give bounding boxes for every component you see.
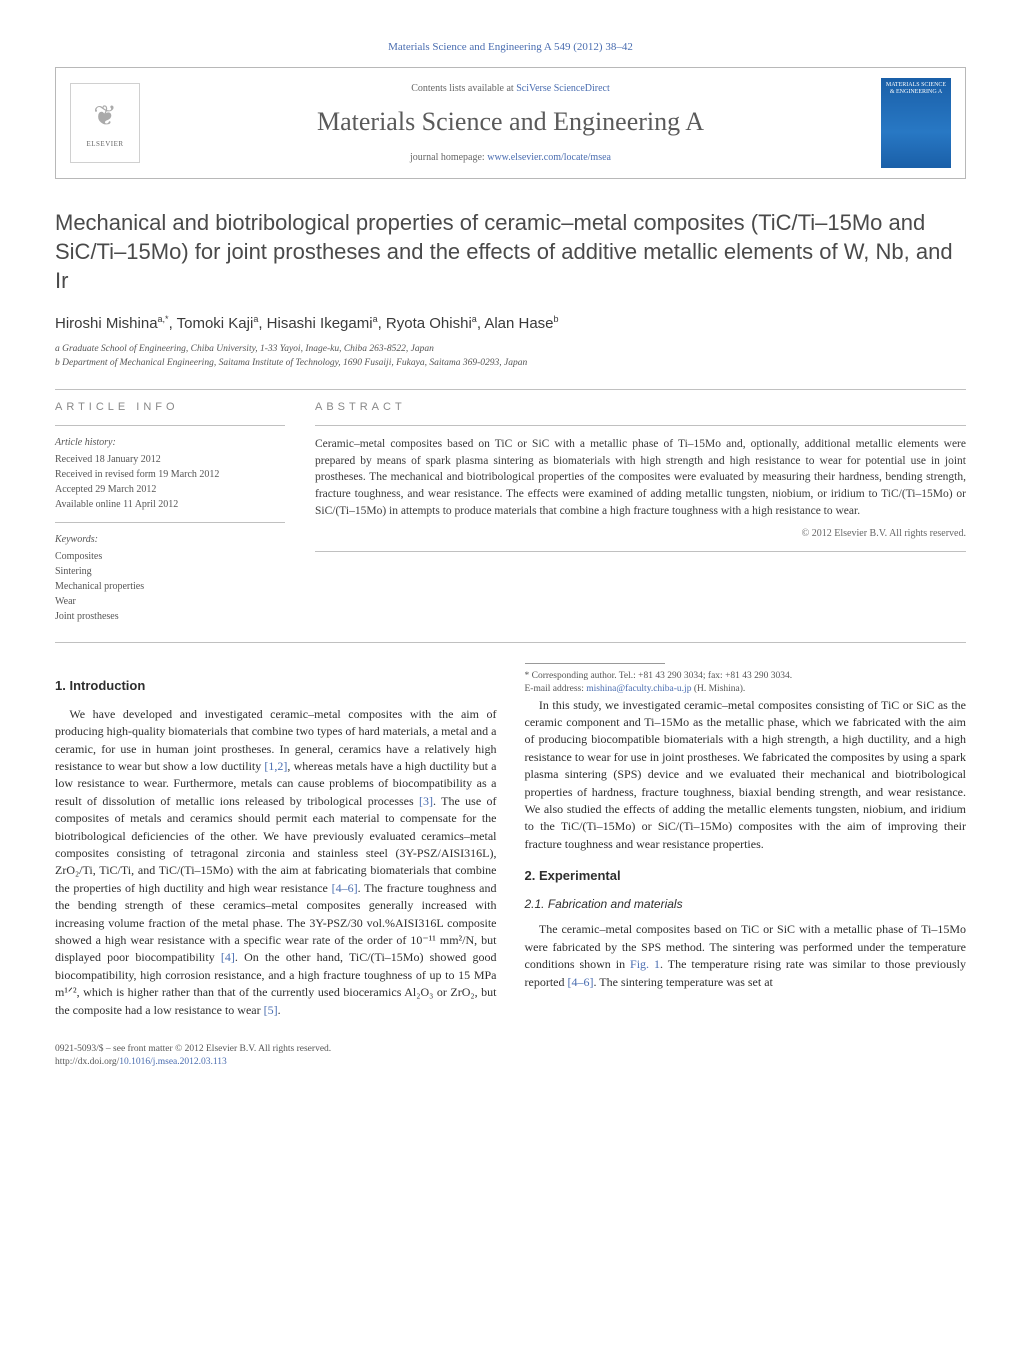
citation-link[interactable]: [4–6]	[332, 881, 358, 895]
doi-link[interactable]: 10.1016/j.msea.2012.03.113	[119, 1057, 227, 1067]
header-center: Contents lists available at SciVerse Sci…	[158, 82, 863, 164]
footnote-separator	[525, 663, 665, 664]
journal-cover-thumbnail: MATERIALS SCIENCE & ENGINEERING A	[881, 78, 951, 168]
contents-available-text: Contents lists available at	[411, 83, 516, 94]
affiliations: a Graduate School of Engineering, Chiba …	[55, 342, 966, 371]
citation-link[interactable]: [1,2]	[264, 759, 287, 773]
issn-copyright-line: 0921-5093/$ – see front matter © 2012 El…	[55, 1043, 966, 1056]
citation-link[interactable]: [4–6]	[567, 975, 593, 989]
history-label: Article history:	[55, 436, 285, 450]
section-2-1-heading: 2.1. Fabrication and materials	[525, 896, 967, 913]
divider	[315, 425, 966, 426]
elsevier-logo: ❦ ELSEVIER	[70, 83, 140, 163]
email-paren: (H. Mishina).	[691, 684, 745, 694]
journal-homepage-line: journal homepage: www.elsevier.com/locat…	[158, 151, 863, 165]
history-accepted: Accepted 29 March 2012	[55, 482, 285, 497]
divider	[55, 425, 285, 426]
section-1-p1: We have developed and investigated ceram…	[55, 706, 497, 1019]
article-info-block: ARTICLE INFO Article history: Received 1…	[55, 400, 285, 624]
figure-link[interactable]: Fig. 1	[630, 957, 660, 971]
citation-link[interactable]: [4]	[221, 950, 235, 964]
section-1-p2: In this study, we investigated ceramic–m…	[525, 697, 967, 854]
body-text: .	[278, 1003, 281, 1017]
citation-link[interactable]: [3]	[419, 794, 433, 808]
citation-link[interactable]: [5]	[264, 1003, 278, 1017]
journal-reference: Materials Science and Engineering A 549 …	[55, 40, 966, 55]
abstract-text: Ceramic–metal composites based on TiC or…	[315, 436, 966, 519]
cover-title: MATERIALS SCIENCE & ENGINEERING A	[885, 82, 947, 95]
section-1-heading: 1. Introduction	[55, 677, 497, 696]
divider	[55, 389, 966, 390]
keyword: Sintering	[55, 564, 285, 579]
corresponding-author-footnote: * Corresponding author. Tel.: +81 43 290…	[525, 670, 967, 697]
email-label: E-mail address:	[525, 684, 587, 694]
page-footer: 0921-5093/$ – see front matter © 2012 El…	[55, 1043, 966, 1070]
divider	[315, 551, 966, 552]
affiliation-b: b Department of Mechanical Engineering, …	[55, 356, 966, 370]
corresponding-email-link[interactable]: mishina@faculty.chiba-u.jp	[586, 684, 691, 694]
section-2-heading: 2. Experimental	[525, 867, 967, 886]
journal-name: Materials Science and Engineering A	[158, 104, 863, 140]
article-title: Mechanical and biotribological propertie…	[55, 209, 966, 295]
history-received: Received 18 January 2012	[55, 452, 285, 467]
corresponding-star: *	[525, 671, 530, 681]
divider	[55, 522, 285, 523]
keyword: Mechanical properties	[55, 579, 285, 594]
body-text: . The sintering temperature was set at	[593, 975, 772, 989]
doi-label: http://dx.doi.org/	[55, 1057, 119, 1067]
corresponding-text: Corresponding author. Tel.: +81 43 290 3…	[532, 671, 793, 681]
keyword: Composites	[55, 549, 285, 564]
section-2-1-p1: The ceramic–metal composites based on Ti…	[525, 921, 967, 991]
sciencedirect-link[interactable]: SciVerse ScienceDirect	[516, 83, 610, 94]
history-revised: Received in revised form 19 March 2012	[55, 467, 285, 482]
contents-available-line: Contents lists available at SciVerse Sci…	[158, 82, 863, 96]
divider	[55, 642, 966, 643]
abstract-block: ABSTRACT Ceramic–metal composites based …	[315, 400, 966, 624]
elsevier-tree-icon: ❦	[93, 97, 116, 136]
keyword: Joint prostheses	[55, 609, 285, 624]
affiliation-a: a Graduate School of Engineering, Chiba …	[55, 342, 966, 356]
article-info-label: ARTICLE INFO	[55, 400, 285, 415]
keywords-label: Keywords:	[55, 533, 285, 547]
info-abstract-row: ARTICLE INFO Article history: Received 1…	[55, 400, 966, 624]
journal-header-box: ❦ ELSEVIER Contents lists available at S…	[55, 67, 966, 179]
homepage-link[interactable]: www.elsevier.com/locate/msea	[487, 152, 611, 163]
abstract-label: ABSTRACT	[315, 400, 966, 415]
article-body: 1. Introduction We have developed and in…	[55, 663, 966, 1019]
authors-line: Hiroshi Mishinaa,*, Tomoki Kajia, Hisash…	[55, 313, 966, 334]
body-text: . The use of composites of metals and ce…	[55, 794, 497, 895]
history-online: Available online 11 April 2012	[55, 497, 285, 512]
elsevier-name: ELSEVIER	[86, 140, 123, 150]
abstract-copyright: © 2012 Elsevier B.V. All rights reserved…	[315, 527, 966, 541]
keyword: Wear	[55, 594, 285, 609]
homepage-label: journal homepage:	[410, 152, 487, 163]
